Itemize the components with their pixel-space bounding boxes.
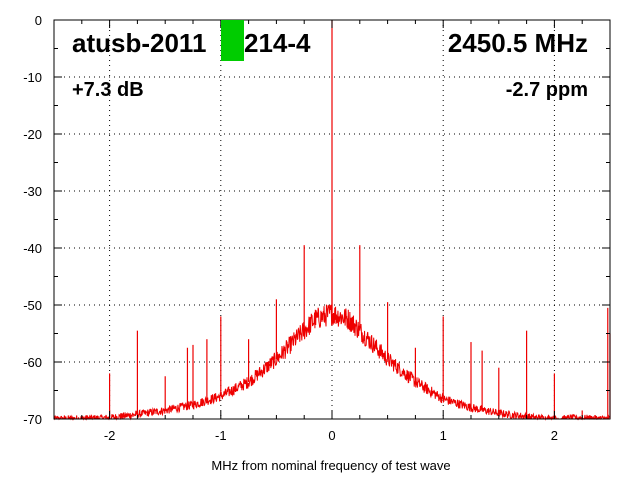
x-tick-label: 0: [328, 428, 335, 443]
y-tick-label: -30: [23, 184, 42, 199]
green-marker: [221, 20, 244, 61]
y-tick-label: -60: [23, 355, 42, 370]
y-tick-label: 0: [35, 13, 42, 28]
x-tick-label: 2: [551, 428, 558, 443]
x-tick-label: -2: [104, 428, 116, 443]
device-name-label: atusb-2011: [72, 28, 206, 58]
gain-label: +7.3 dB: [72, 79, 144, 101]
y-tick-label: -70: [23, 412, 42, 427]
x-tick-label: -1: [215, 428, 227, 443]
y-tick-label: -10: [23, 70, 42, 85]
data-layer: [53, 20, 611, 421]
y-tick-label: -20: [23, 127, 42, 142]
y-tick-label: -50: [23, 298, 42, 313]
x-axis-title: MHz from nominal frequency of test wave: [211, 458, 450, 473]
axis-ticks: -2 -1 0 1 20-10-20-30-40-50-60-70: [23, 13, 611, 443]
device-suffix-label: 214-4: [244, 28, 311, 58]
x-tick-label: 1: [440, 428, 447, 443]
y-tick-label: -40: [23, 241, 42, 256]
ppm-label: -2.7 ppm: [506, 79, 588, 101]
noise-spectrum-trace: [53, 303, 611, 421]
frequency-label: 2450.5 MHz: [448, 28, 588, 58]
